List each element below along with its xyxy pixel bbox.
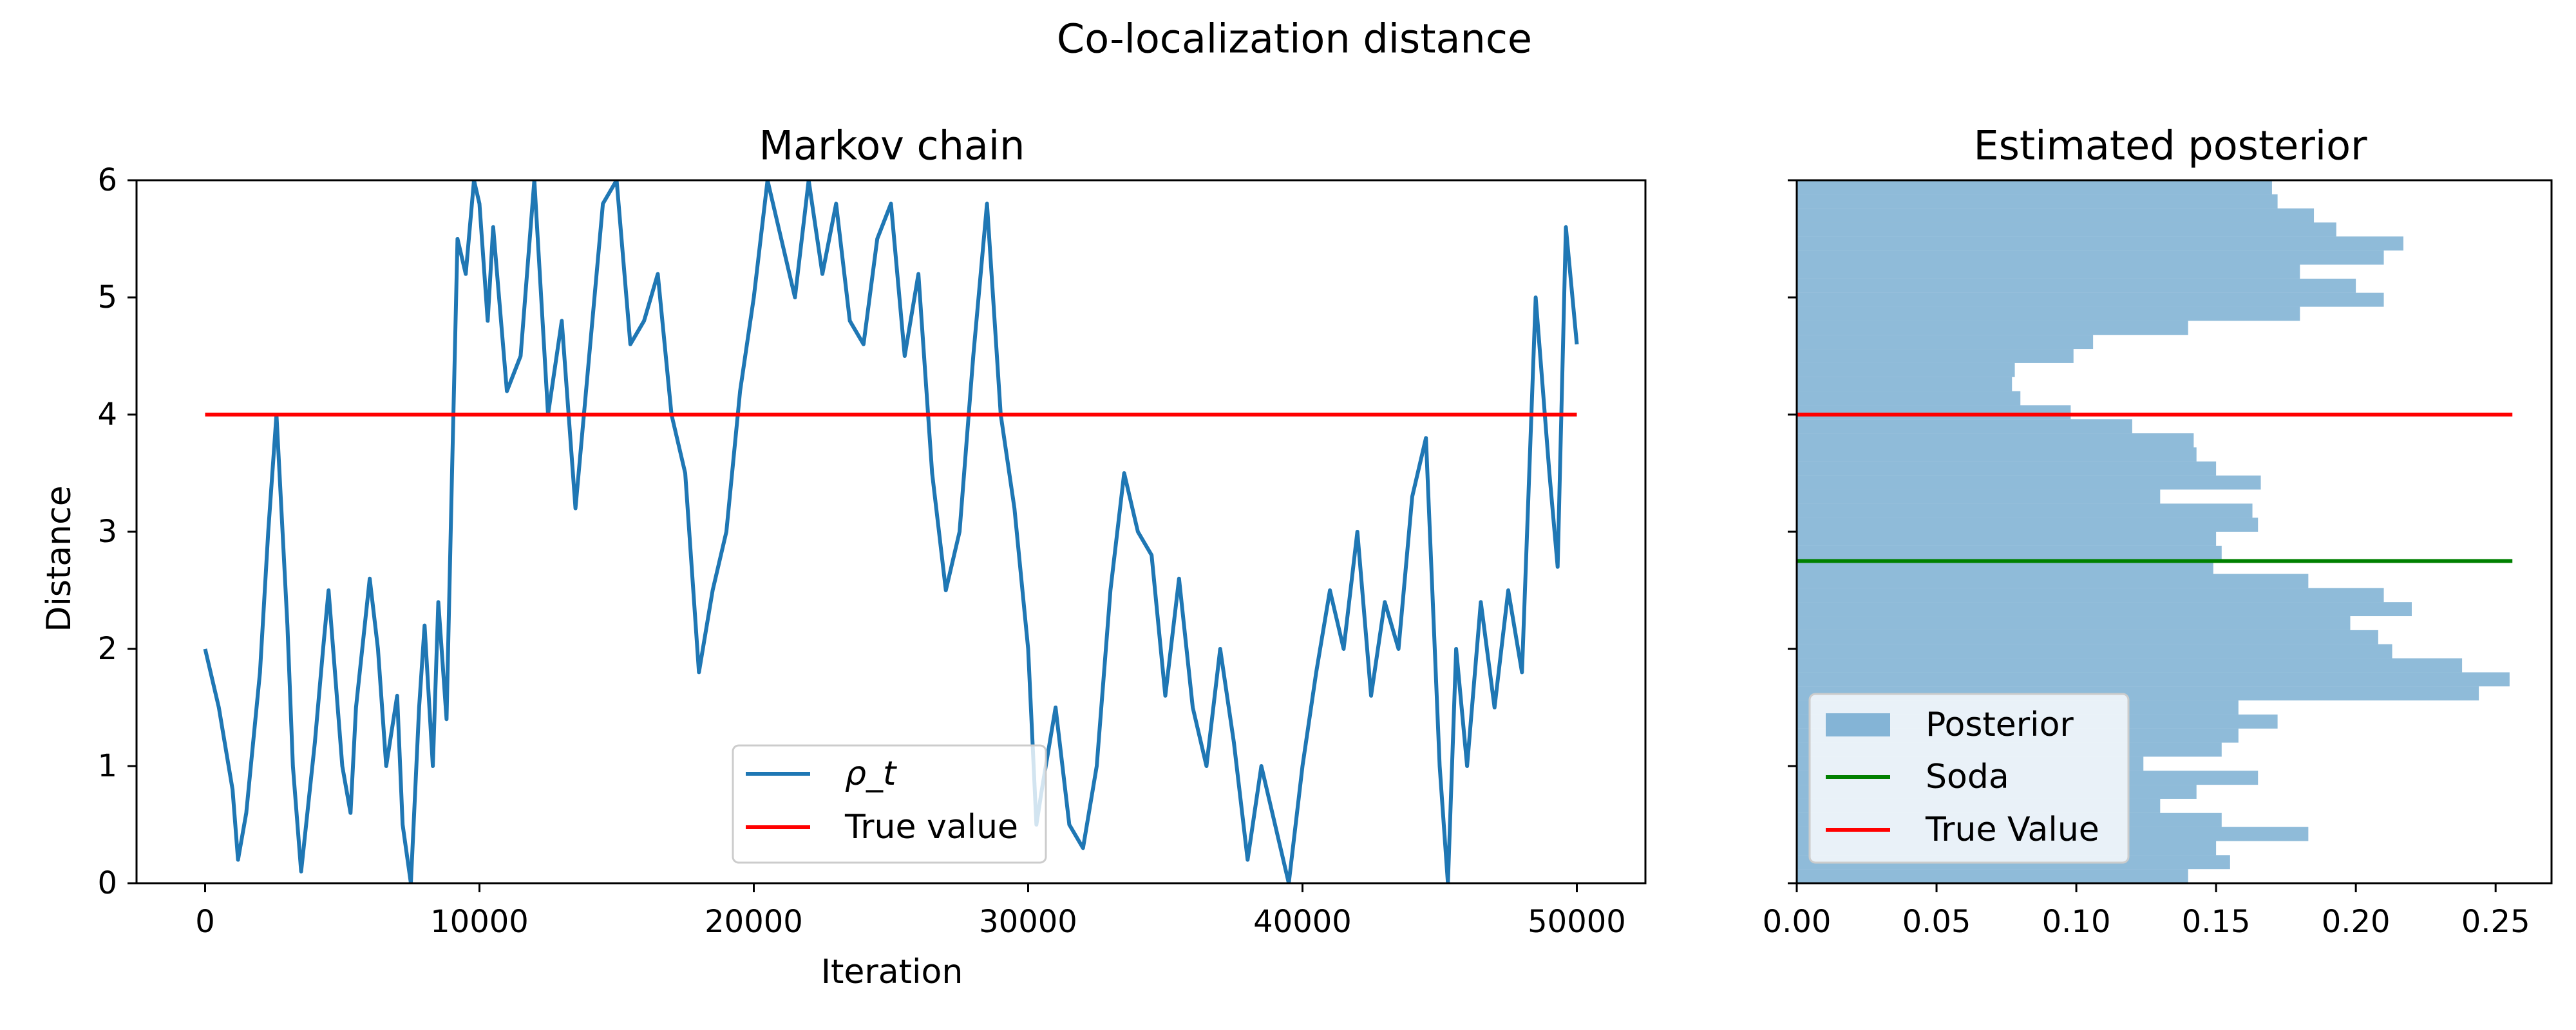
- posterior-bar: [1797, 475, 2261, 490]
- posterior-bar: [1797, 574, 2309, 588]
- legend-label-soda: Soda: [1926, 758, 2009, 796]
- posterior-legend: Posterior Soda True Value: [1808, 693, 2130, 864]
- posterior-bar: [1797, 616, 2351, 630]
- posterior-bar: [1797, 630, 2378, 644]
- posterior-bar: [1797, 503, 2253, 518]
- y-tick-label: 1: [97, 748, 117, 784]
- x-tick-label: 0.05: [1902, 904, 1971, 940]
- posterior-bar: [1797, 545, 2222, 560]
- posterior-bar: [1797, 869, 2188, 883]
- posterior-bar: [1797, 377, 2012, 391]
- posterior-bar: [1797, 672, 2510, 687]
- x-tick-label: 0.25: [2461, 904, 2530, 940]
- x-tick-label: 0: [195, 904, 215, 940]
- posterior-bar: [1797, 532, 2217, 546]
- posterior-bar: [1797, 349, 2074, 363]
- posterior-bar: [1797, 602, 2412, 617]
- markov-chain-legend: ρ_t True value: [732, 744, 1047, 864]
- posterior-bar: [1797, 419, 2132, 434]
- posterior-frame: [1795, 179, 2553, 885]
- posterior-bar: [1797, 208, 2315, 223]
- posterior-bar: [1797, 335, 2094, 350]
- posterior-bar: [1797, 292, 2384, 307]
- posterior-bar: [1797, 265, 2300, 279]
- y-tick-label: 3: [97, 514, 117, 550]
- legend-label-chain: ρ_t: [845, 754, 897, 793]
- posterior-bar: [1797, 194, 2278, 209]
- x-tick-label: 0.15: [2182, 904, 2251, 940]
- posterior-bar: [1797, 236, 2403, 251]
- chain-line: [203, 180, 1579, 883]
- x-tick-label: 30000: [979, 904, 1077, 940]
- x-tick-label: 0.10: [2042, 904, 2111, 940]
- posterior-bar: [1797, 518, 2259, 532]
- posterior-bar: [1797, 321, 2188, 335]
- posterior-bar: [1797, 306, 2300, 321]
- y-tick-label: 2: [97, 631, 117, 667]
- x-tick-label: 0.00: [1763, 904, 1832, 940]
- posterior-bar: [1797, 405, 2071, 420]
- markov-chain-plot: Markov chain Iteration Distance 0 10000 20…: [40, 122, 1647, 991]
- posterior-bar: [1797, 278, 2356, 293]
- y-tick-label: 4: [97, 397, 117, 433]
- estimated-posterior-plot: Estimated posterior 0.00 0.05 0.10 0.15 0.20…: [1763, 122, 2553, 940]
- y-tick-label: 5: [97, 279, 117, 315]
- posterior-title: Estimated posterior: [1973, 122, 2367, 169]
- x-tick-label: 10000: [430, 904, 529, 940]
- posterior-bar: [1797, 644, 2392, 659]
- markov-chain-ylabel: Distance: [40, 485, 79, 632]
- figure-suptitle: Co-localization distance: [1057, 15, 1532, 62]
- markov-chain-title: Markov chain: [759, 122, 1025, 169]
- legend-label-true-value: True Value: [1925, 810, 2099, 849]
- markov-chain-frame: [135, 179, 1647, 885]
- x-tick-label: 40000: [1253, 904, 1352, 940]
- posterior-bar: [1797, 489, 2161, 504]
- legend-label-true-value: True value: [844, 808, 1018, 847]
- x-tick-label: 0.20: [2322, 904, 2391, 940]
- x-tick-label: 20000: [705, 904, 803, 940]
- posterior-bar: [1797, 447, 2197, 462]
- posterior-bar: [1797, 222, 2336, 237]
- posterior-bar: [1797, 588, 2384, 603]
- posterior-bar: [1797, 461, 2217, 476]
- y-tick-label: 6: [97, 162, 117, 198]
- posterior-bar: [1797, 559, 2213, 574]
- markov-chain-xlabel: Iteration: [821, 953, 963, 991]
- posterior-bar: [1797, 658, 2463, 673]
- legend-label-posterior: Posterior: [1926, 706, 2074, 744]
- posterior-bar: [1797, 250, 2384, 265]
- x-tick-label: 50000: [1528, 904, 1626, 940]
- posterior-bar: [1797, 391, 2021, 406]
- posterior-bar: [1797, 433, 2194, 447]
- legend-frame: [732, 744, 1047, 864]
- posterior-bar: [1797, 362, 2015, 377]
- y-tick-label: 0: [97, 865, 117, 901]
- legend-swatch-posterior: [1826, 713, 1890, 736]
- posterior-bar: [1797, 180, 2272, 194]
